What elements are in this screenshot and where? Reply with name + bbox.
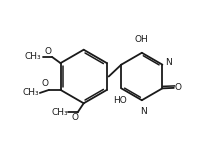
Text: HO: HO	[113, 96, 127, 105]
Text: OH: OH	[135, 35, 149, 44]
Text: O: O	[44, 47, 51, 56]
Text: CH₃: CH₃	[22, 88, 39, 97]
Text: CH₃: CH₃	[25, 52, 41, 61]
Text: N: N	[140, 107, 147, 116]
Text: N: N	[165, 58, 172, 67]
Text: O: O	[71, 113, 78, 122]
Text: O: O	[42, 79, 49, 88]
Text: CH₃: CH₃	[51, 108, 68, 117]
Text: O: O	[175, 83, 182, 92]
